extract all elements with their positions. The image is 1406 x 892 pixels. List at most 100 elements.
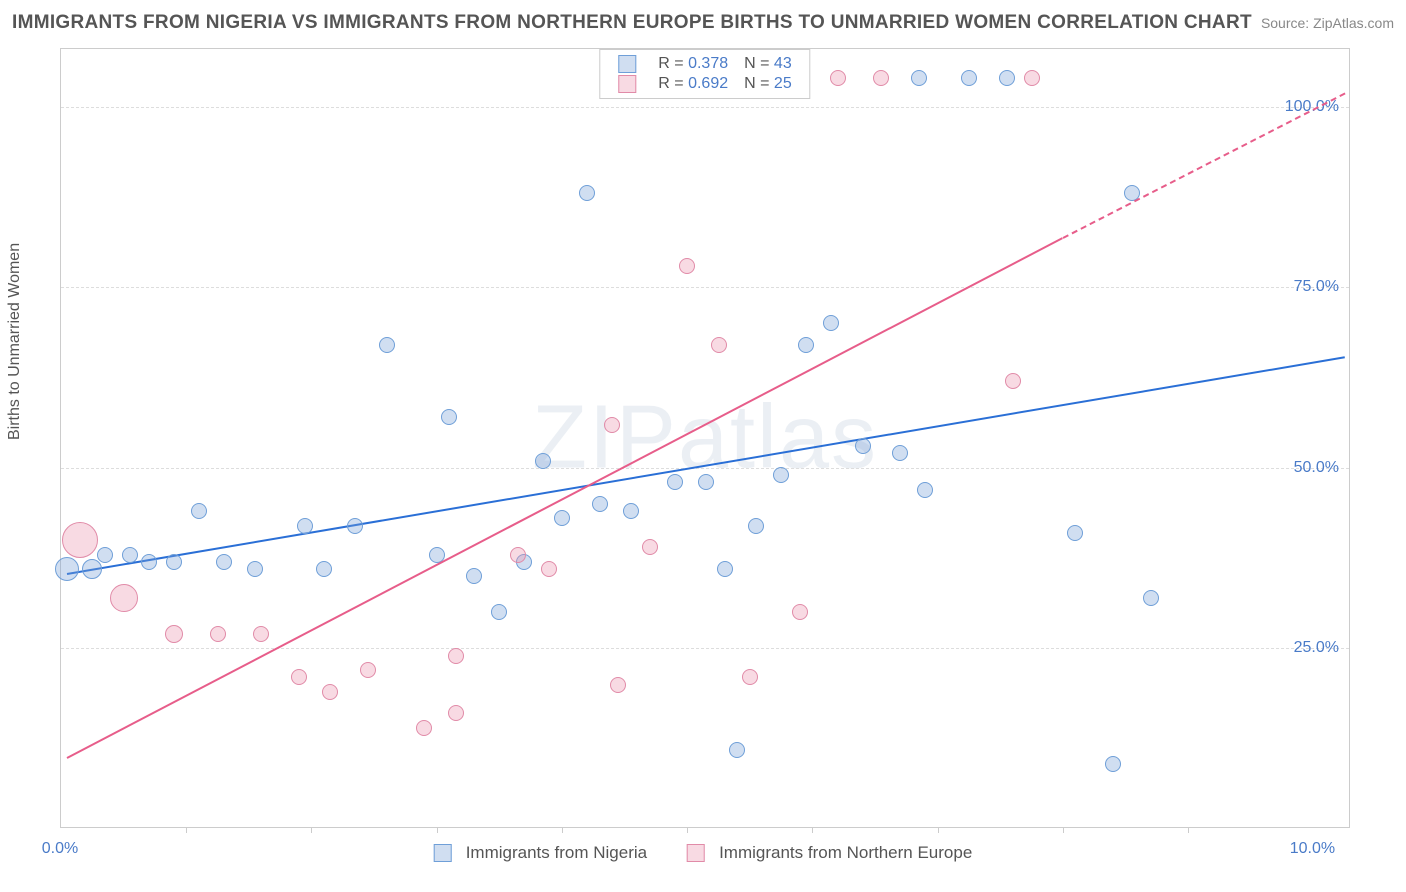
x-tick-mark [311,827,312,833]
data-point [491,604,507,620]
data-point [82,559,102,579]
data-point [510,547,526,563]
data-point [623,503,639,519]
data-point [830,70,846,86]
data-point [748,518,764,534]
data-point [1024,70,1040,86]
legend-stats: R = 0.378 N = 43 R = 0.692 N = 25 [599,49,810,99]
data-point [97,547,113,563]
data-point [667,474,683,490]
data-point [62,522,98,558]
data-point [917,482,933,498]
data-point [297,518,313,534]
grid-line [61,287,1349,288]
data-point [210,626,226,642]
data-point [216,554,232,570]
data-point [592,496,608,512]
data-point [855,438,871,454]
data-point [698,474,714,490]
data-point [316,561,332,577]
y-tick-label: 75.0% [1294,278,1339,296]
x-tick-mark [186,827,187,833]
data-point [166,554,182,570]
data-point [610,677,626,693]
data-point [679,258,695,274]
x-tick-mark [687,827,688,833]
y-tick-label: 50.0% [1294,459,1339,477]
trend-line [67,356,1345,575]
data-point [999,70,1015,86]
swatch-neurope-bottom [687,844,705,862]
data-point [347,518,363,534]
data-point [247,561,263,577]
plot-area: ZIPatlas R = 0.378 N = 43 R = 0.692 N = … [60,48,1350,828]
data-point [773,467,789,483]
data-point [141,554,157,570]
swatch-nigeria-bottom [434,844,452,862]
data-point [579,185,595,201]
data-point [360,662,376,678]
data-point [448,648,464,664]
data-point [1105,756,1121,772]
data-point [55,557,79,581]
data-point [291,669,307,685]
data-point [541,561,557,577]
x-tick-mark [812,827,813,833]
data-point [110,584,138,612]
data-point [191,503,207,519]
y-tick-label: 25.0% [1294,639,1339,657]
legend-series: Immigrants from Nigeria Immigrants from … [434,843,973,863]
data-point [1005,373,1021,389]
trend-line-dash [1062,92,1345,238]
data-point [823,315,839,331]
data-point [1067,525,1083,541]
data-point [554,510,570,526]
grid-line [61,468,1349,469]
data-point [798,337,814,353]
x-tick-mark [1063,827,1064,833]
data-point [379,337,395,353]
x-tick-label: 10.0% [1290,840,1335,858]
y-axis-label: Births to Unmarried Women [6,243,24,440]
data-point [535,453,551,469]
legend-item-neurope: Immigrants from Northern Europe [687,843,972,863]
data-point [729,742,745,758]
r-value-neurope: 0.692 [688,75,728,92]
swatch-neurope [618,75,636,93]
data-point [961,70,977,86]
data-point [1143,590,1159,606]
x-tick-mark [562,827,563,833]
data-point [642,539,658,555]
swatch-nigeria [618,55,636,73]
x-tick-mark [1188,827,1189,833]
legend-item-nigeria: Immigrants from Nigeria [434,843,647,863]
x-tick-mark [437,827,438,833]
data-point [416,720,432,736]
data-point [873,70,889,86]
data-point [165,625,183,643]
data-point [711,337,727,353]
data-point [441,409,457,425]
chart-header: IMMIGRANTS FROM NIGERIA VS IMMIGRANTS FR… [12,12,1394,34]
n-value-nigeria: 43 [774,55,792,72]
data-point [717,561,733,577]
source-label: Source: ZipAtlas.com [1261,15,1394,31]
data-point [466,568,482,584]
n-value-neurope: 25 [774,75,792,92]
x-tick-label: 0.0% [42,840,78,858]
grid-line [61,107,1349,108]
grid-line [61,648,1349,649]
data-point [911,70,927,86]
legend-label-nigeria: Immigrants from Nigeria [466,843,647,863]
chart-title: IMMIGRANTS FROM NIGERIA VS IMMIGRANTS FR… [12,12,1252,34]
data-point [742,669,758,685]
trend-line [67,237,1064,759]
data-point [792,604,808,620]
data-point [892,445,908,461]
x-tick-mark [938,827,939,833]
data-point [122,547,138,563]
data-point [322,684,338,700]
data-point [604,417,620,433]
legend-label-neurope: Immigrants from Northern Europe [719,843,972,863]
r-value-nigeria: 0.378 [688,55,728,72]
